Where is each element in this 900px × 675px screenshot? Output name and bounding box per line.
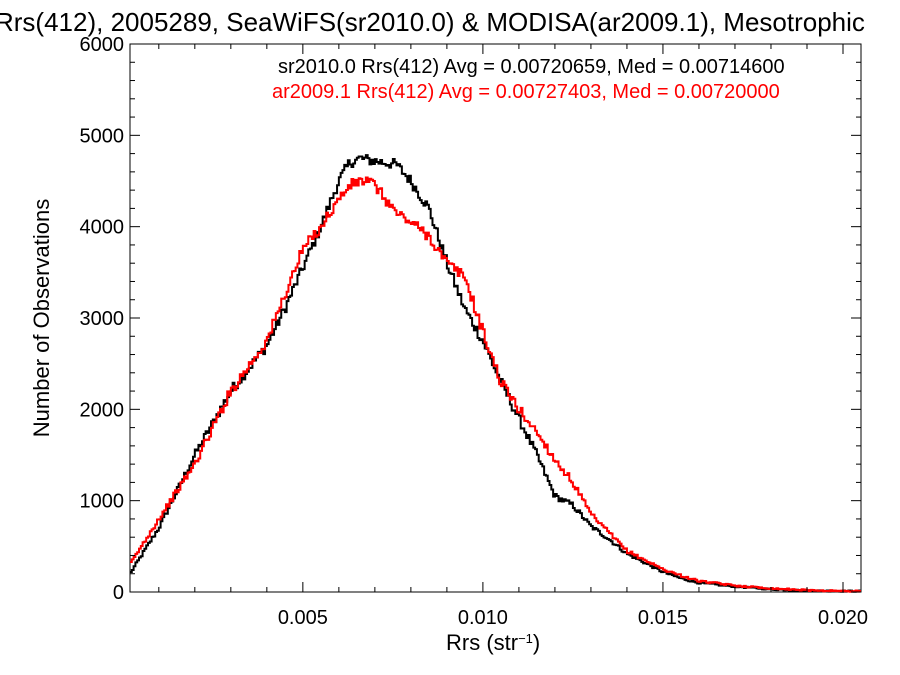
tick-layer: 0.005 0.010 0.015 0.020 0 1000 2000 3000 4000 500…: [80, 34, 869, 629]
y-tick-label: 1000: [80, 491, 125, 513]
x-tick-label: 0.020: [818, 607, 868, 629]
legend-entry-sr2010: sr2010.0 Rrs(412) Avg = 0.00720659, Med …: [278, 56, 785, 78]
x-tick-label: 0.010: [458, 607, 508, 629]
y-tick-label: 5000: [80, 125, 125, 147]
x-axis-label-sup: −1: [518, 631, 533, 646]
y-tick-label: 4000: [80, 217, 125, 239]
x-axis-label-main: Rrs (str: [446, 630, 518, 655]
x-tick-label: 0.005: [278, 607, 328, 629]
legend-entry-ar2009: ar2009.1 Rrs(412) Avg = 0.00727403, Med …: [272, 81, 780, 103]
series-line-ar2009.1: [130, 176, 861, 593]
y-tick-label: 2000: [80, 399, 125, 421]
y-tick-label: 6000: [80, 34, 125, 56]
plot-frame: [129, 43, 862, 593]
x-tick-label: 0.015: [638, 607, 688, 629]
y-tick-label: 0: [113, 582, 124, 604]
y-axis-label: Number of Observations: [29, 199, 54, 437]
y-tick-label: 3000: [80, 308, 125, 330]
x-axis-label-close: ): [533, 630, 540, 655]
chart-title: Rrs(412), 2005289, SeaWiFS(sr2010.0) & M…: [0, 7, 865, 37]
x-axis-label: Rrs (str−1): [446, 630, 540, 655]
series-layer: [130, 154, 861, 593]
